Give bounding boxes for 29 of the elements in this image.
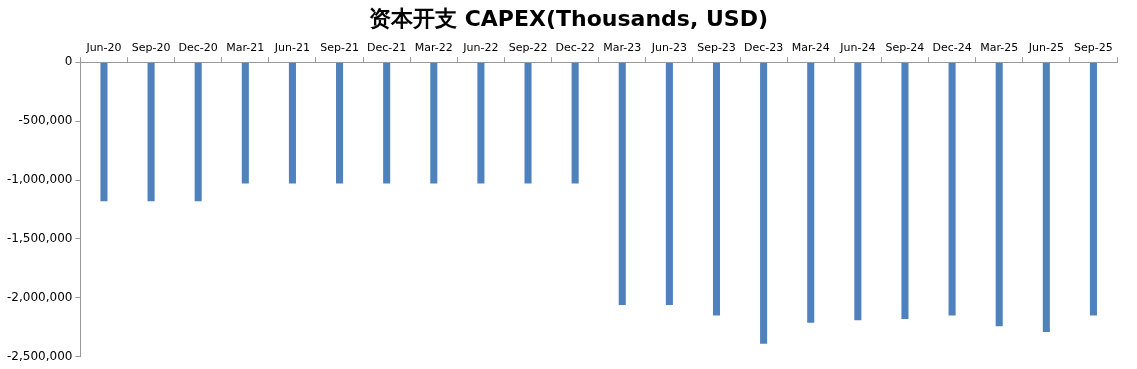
x-tick-label: Mar-23 [603, 41, 642, 55]
x-tick-label: Jun-25 [1027, 41, 1064, 55]
x-tick-label: Jun-21 [273, 41, 311, 55]
x-tick-label: Dec-21 [367, 41, 407, 55]
x-tick-label: Mar-24 [791, 41, 830, 55]
y-tick-label: -500,000 [18, 113, 73, 128]
y-tick-label: -2,500,000 [7, 348, 73, 363]
x-tick-label: Sep-24 [885, 41, 925, 55]
x-tick-label: Sep-25 [1074, 41, 1113, 55]
x-tick-label: Mar-22 [414, 41, 453, 55]
x-tick-label: Sep-22 [508, 41, 548, 55]
x-tick-label: Dec-24 [932, 41, 972, 55]
x-tick-label: Jun-23 [650, 41, 687, 55]
x-tick-label: Jun-20 [85, 41, 122, 55]
x-tick-label: Sep-21 [320, 41, 359, 55]
x-tick-label: Sep-23 [697, 41, 736, 55]
y-tick-label: -1,000,000 [7, 172, 73, 187]
y-tick-label: 0 [64, 54, 73, 69]
x-tick-label: Mar-25 [980, 41, 1019, 55]
x-tick-label: Dec-20 [178, 41, 218, 55]
x-tick-label: Jun-24 [839, 41, 876, 55]
x-tick-label: Dec-22 [555, 41, 595, 55]
chart-title: 资本开支 CAPEX(Thousands, USD) [368, 5, 769, 33]
y-tick-label: -2,000,000 [7, 290, 73, 305]
x-tick-label: Jun-22 [462, 41, 499, 55]
x-tick-label: Mar-21 [226, 41, 265, 55]
x-tick-label: Dec-23 [743, 41, 784, 55]
y-tick-label: -1,500,000 [7, 231, 73, 246]
x-tick-label: Sep-20 [131, 41, 171, 55]
